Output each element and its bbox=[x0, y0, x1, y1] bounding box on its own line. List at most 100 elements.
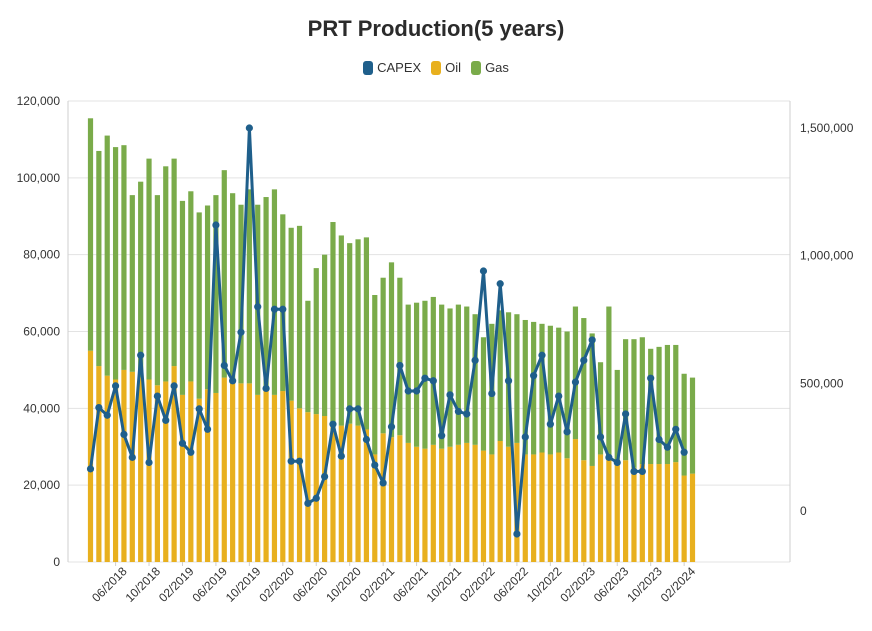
oil-bar bbox=[439, 448, 445, 562]
x-tick-label: 06/2019 bbox=[189, 564, 230, 605]
capex-point bbox=[588, 336, 596, 344]
capex-point bbox=[379, 479, 387, 487]
legend-item-oil[interactable]: Oil bbox=[431, 60, 461, 75]
y-left-tick-label: 0 bbox=[53, 555, 60, 569]
capex-point bbox=[563, 428, 571, 436]
gas-bar bbox=[330, 222, 336, 424]
gas-bar bbox=[497, 310, 503, 441]
x-tick-label: 06/2020 bbox=[290, 564, 331, 605]
gas-bar bbox=[221, 170, 227, 378]
capex-point bbox=[404, 387, 412, 395]
capex-point bbox=[471, 356, 479, 364]
gas-bar bbox=[664, 344, 671, 465]
gas-bar bbox=[447, 308, 453, 447]
capex-point bbox=[371, 461, 379, 469]
gas-bar bbox=[163, 166, 169, 382]
gas-bar bbox=[464, 306, 470, 443]
gas-bar bbox=[263, 197, 269, 392]
capex-point bbox=[337, 452, 345, 460]
x-tick-label: 02/2021 bbox=[357, 564, 398, 605]
capex-point bbox=[95, 403, 103, 412]
capex-point bbox=[103, 411, 111, 419]
capex-point bbox=[530, 372, 538, 380]
gas-bar bbox=[556, 327, 562, 453]
capex-point bbox=[321, 472, 329, 481]
gas-bar bbox=[154, 195, 160, 386]
capex-point bbox=[262, 384, 270, 393]
capex-point bbox=[254, 303, 262, 311]
gas-bar bbox=[347, 243, 353, 424]
x-tick-label: 02/2022 bbox=[457, 564, 498, 605]
oil-bar bbox=[230, 381, 236, 562]
oil-bar bbox=[556, 452, 562, 562]
gas-bar bbox=[179, 200, 186, 395]
oil-bar bbox=[472, 444, 478, 562]
capex-point bbox=[672, 425, 680, 433]
oil-bar bbox=[263, 391, 269, 562]
gas-bar bbox=[547, 325, 553, 455]
y-right-tick-label: 0 bbox=[800, 504, 807, 518]
legend-item-gas[interactable]: Gas bbox=[471, 60, 509, 75]
oil-bar bbox=[96, 366, 102, 562]
chart-title: PRT Production(5 years) bbox=[307, 16, 565, 41]
x-tick-label: 06/2022 bbox=[490, 564, 531, 605]
gas-bar bbox=[171, 158, 177, 367]
gas-bar bbox=[288, 227, 294, 401]
y-left-tick-label: 100,000 bbox=[17, 171, 61, 185]
gas-bar bbox=[96, 150, 102, 367]
capex-point bbox=[396, 361, 404, 370]
capex-point bbox=[638, 467, 646, 476]
oil-bar bbox=[138, 377, 144, 562]
gas-bar bbox=[146, 158, 152, 380]
gas-bar bbox=[581, 318, 587, 461]
gas-bar bbox=[430, 296, 436, 445]
capex-point bbox=[312, 494, 320, 502]
capex-point bbox=[605, 453, 613, 461]
capex-point bbox=[287, 457, 295, 465]
x-tick-label: 10/2022 bbox=[524, 564, 565, 605]
x-tick-label: 06/2023 bbox=[591, 564, 632, 605]
oil-bar bbox=[271, 394, 278, 562]
capex-point bbox=[680, 448, 688, 456]
oil-bar bbox=[547, 454, 553, 562]
capex-point bbox=[546, 420, 554, 428]
oil-bar bbox=[564, 458, 570, 562]
gas-bar bbox=[413, 302, 420, 447]
capex-point bbox=[655, 435, 663, 444]
legend-swatch-capex bbox=[363, 60, 374, 75]
capex-point bbox=[479, 267, 488, 275]
oil-bar bbox=[388, 437, 395, 562]
gas-bar bbox=[296, 225, 303, 409]
oil-bar bbox=[188, 381, 194, 562]
oil-bar bbox=[154, 385, 160, 562]
oil-bar bbox=[196, 398, 202, 562]
gas-bar bbox=[246, 189, 252, 384]
oil-bar bbox=[104, 375, 110, 562]
gas-bar bbox=[204, 205, 211, 390]
oil-bar bbox=[171, 366, 177, 562]
capex-point bbox=[229, 377, 237, 385]
oil-bar bbox=[246, 383, 252, 562]
legend-label-capex: CAPEX bbox=[377, 60, 422, 75]
x-tick-label: 10/2023 bbox=[624, 564, 665, 605]
legend-label-gas: Gas bbox=[485, 60, 509, 75]
capex-point bbox=[521, 433, 529, 441]
gas-bar bbox=[439, 304, 445, 449]
gas-bar bbox=[213, 195, 219, 393]
gas-bar bbox=[614, 369, 620, 463]
x-tick-label: 06/2021 bbox=[390, 564, 431, 605]
gas-bar bbox=[681, 373, 687, 476]
capex-point bbox=[178, 439, 187, 447]
oil-bar bbox=[597, 454, 604, 562]
x-tick-label: 10/2020 bbox=[323, 564, 364, 605]
x-tick-label: 02/2020 bbox=[256, 564, 297, 605]
capex-point bbox=[220, 361, 228, 370]
capex-point bbox=[387, 423, 396, 431]
gas-bar bbox=[104, 135, 110, 376]
x-tick-label: 10/2019 bbox=[223, 564, 264, 605]
capex-point bbox=[538, 351, 546, 359]
oil-bar bbox=[363, 429, 370, 562]
gas-bar bbox=[196, 212, 202, 399]
legend-item-capex[interactable]: CAPEX bbox=[363, 60, 421, 75]
y-right-tick-label: 500,000 bbox=[800, 376, 844, 390]
